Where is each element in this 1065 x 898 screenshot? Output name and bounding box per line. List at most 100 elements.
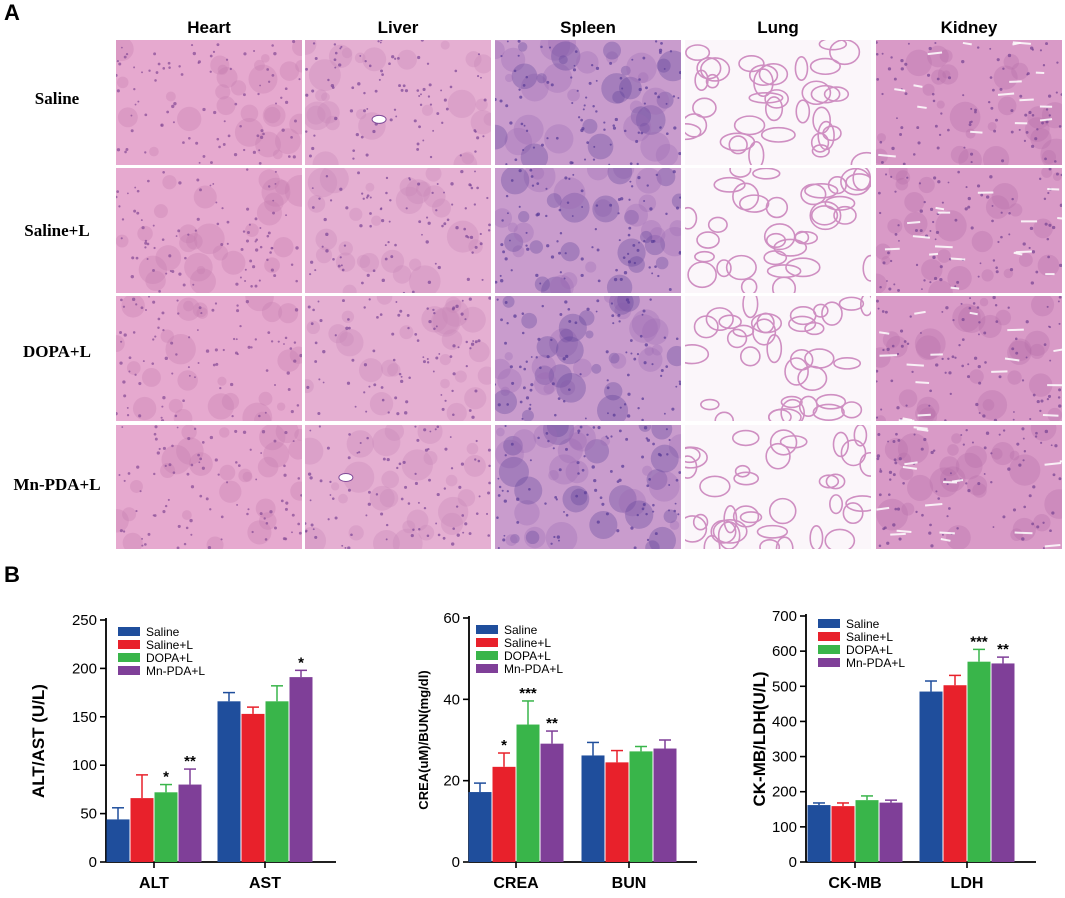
nucleus-dot [531,184,535,187]
nucleus-dot [590,63,594,67]
nucleus-dot [135,509,138,513]
nucleus-dot [305,67,308,71]
stain-patch [343,461,375,493]
nucleus-dot [912,153,916,156]
nucleus-dot [618,239,621,242]
nucleus-dot [574,50,578,53]
nucleus-dot [1051,511,1055,515]
nucleus-dot [418,220,422,224]
stain-patch [594,199,612,217]
nucleus-dot [992,526,995,528]
nucleus-dot [144,543,147,546]
stain-patch [145,270,166,292]
nucleus-dot [402,291,406,293]
nucleus-dot [961,364,964,368]
stain-patch [546,425,569,438]
nucleus-dot [903,340,907,343]
stain-patch [442,299,470,327]
nucleus-dot [654,40,658,43]
nucleus-dot [460,312,464,316]
nucleus-dot [995,118,998,122]
nucleus-dot [242,148,246,152]
nucleus-dot [674,502,677,505]
nucleus-dot [584,417,587,420]
nucleus-dot [452,306,456,310]
nucleus-dot [193,427,197,431]
nucleus-dot [956,280,960,284]
stain-patch [905,49,932,77]
nucleus-dot [296,404,300,407]
stain-patch [517,42,528,52]
nucleus-dot [473,129,477,132]
stain-patch [217,64,228,75]
nucleus-dot [351,358,355,362]
nucleus-dot [202,107,206,112]
nucleus-dot [654,92,657,95]
nucleus-dot [1008,211,1011,215]
alveolus-mark [703,534,721,549]
stain-patch [666,345,681,367]
tubule-lumen [962,41,972,46]
nucleus-dot [1047,394,1052,398]
nucleus-dot [469,347,472,350]
stain-patch [1018,253,1033,267]
nucleus-dot [918,182,922,185]
nucleus-dot [1031,250,1036,254]
nucleus-dot [499,99,503,103]
nucleus-dot [518,88,521,91]
nucleus-dot [428,320,432,324]
nucleus-dot [162,396,166,400]
stain-patch [548,469,559,481]
nucleus-dot [244,268,247,271]
nucleus-dot [132,331,136,334]
nucleus-dot [347,456,351,460]
nucleus-dot [393,108,397,111]
nucleus-dot [595,110,598,113]
nucleus-dot [675,337,679,341]
tile-background [495,168,681,293]
panel-b-label: B [4,562,20,587]
alveolus-mark [833,357,862,370]
nucleus-dot [637,131,641,134]
nucleus-dot [568,177,571,180]
nucleus-dot [126,414,130,417]
nucleus-dot [434,428,437,431]
nucleus-dot [550,255,555,259]
alveolus-mark [798,395,818,417]
nucleus-dot [232,337,236,341]
tubule-lumen [943,480,958,484]
nucleus-dot [229,382,234,387]
nucleus-dot [553,535,556,539]
stain-patch [149,146,159,157]
nucleus-dot [340,264,343,267]
nucleus-dot [652,442,655,446]
nucleus-dot [891,146,895,151]
stain-patch [466,442,479,455]
nucleus-dot [502,538,506,542]
nucleus-dot [660,42,663,45]
nucleus-dot [368,490,371,494]
legend-label: Mn-PDA+L [504,662,563,676]
nucleus-dot [157,317,161,321]
alveolus-mark [739,346,761,367]
nucleus-dot [621,87,624,90]
nucleus-dot [216,43,220,47]
nucleus-dot [190,44,194,47]
nucleus-dot [1052,225,1056,230]
nucleus-dot [216,137,220,141]
nucleus-dot [155,71,159,74]
nucleus-dot [338,63,342,67]
nucleus-dot [363,391,366,394]
nucleus-dot [971,441,974,444]
nucleus-dot [586,141,590,144]
nucleus-dot [258,149,261,152]
nucleus-dot [591,246,594,249]
nucleus-dot [1013,411,1015,413]
nucleus-dot [152,300,156,304]
stain-patch [430,306,461,337]
stain-patch [405,179,431,205]
nucleus-dot [436,492,440,497]
nucleus-dot [1010,109,1014,113]
nucleus-dot [368,298,371,301]
alveolus-mark [750,313,783,334]
